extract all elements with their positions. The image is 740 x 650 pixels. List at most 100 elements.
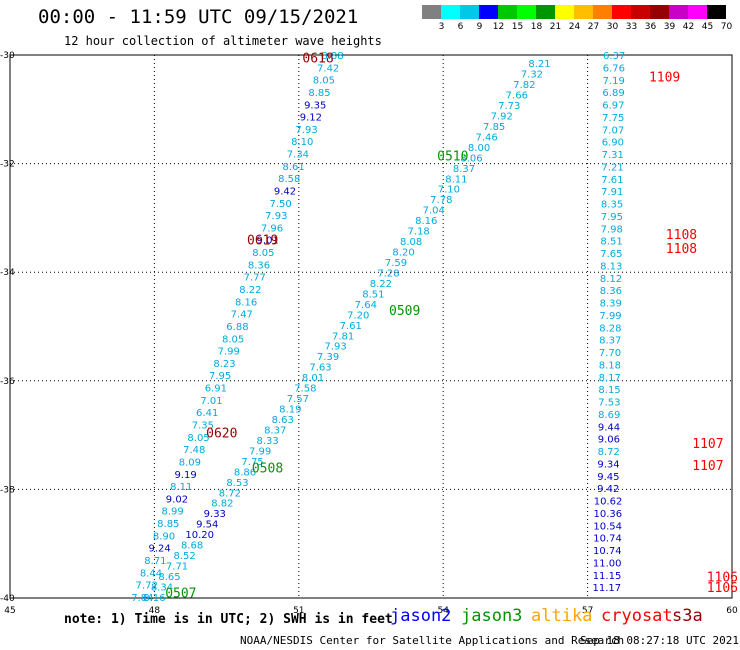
wave-height-label: 9.02 [166, 494, 188, 505]
wave-height-label: 8.58 [278, 174, 300, 185]
legend-entry-jason3: jason3 [461, 606, 523, 626]
wave-height-label: 8.68 [181, 541, 203, 552]
wave-height-label: 8.06 [460, 153, 482, 164]
wave-height-label: 10.36 [594, 509, 623, 520]
wave-height-label: 7.10 [438, 185, 460, 196]
wave-height-label: 8.51 [600, 237, 622, 248]
y-tick-label: -40 [0, 594, 15, 604]
wave-height-label: 8.90 [153, 531, 175, 542]
wave-height-label: 8.37 [264, 425, 286, 436]
wave-height-label: 8.18 [599, 360, 621, 371]
wave-height-label: 8.39 [600, 299, 622, 310]
wave-height-label: 7.53 [598, 398, 620, 409]
wave-height-label: 8.85 [308, 88, 330, 99]
colorbar-label: 45 [701, 22, 714, 32]
wave-height-label: 9.42 [597, 484, 619, 495]
wave-height-label: 10.74 [593, 546, 622, 557]
wave-height-label: 8.44 [140, 568, 162, 579]
wave-height-label: 7.50 [270, 199, 292, 210]
wave-height-label: 8.53 [226, 478, 248, 489]
pass-time-label: 1107 [692, 437, 723, 452]
plot-frame [9, 54, 733, 599]
colorbar-label: 12 [492, 22, 505, 32]
wave-height-label: 7.32 [521, 70, 543, 81]
wave-height-label: 8.36 [600, 286, 622, 297]
grid-layer [10, 55, 732, 598]
time-label-layer: 0618 0619 0620 0510 0509 0508 0507 1109 11081108… [165, 52, 738, 602]
colorbar-cell [422, 5, 441, 19]
footer-timestamp: Sep 18 08:27:18 UTC 2021 [580, 634, 739, 647]
wave-height-label: 7.01 [200, 396, 222, 407]
wave-height-label: 8.10 [291, 137, 313, 148]
wave-height-label: 8.13 [600, 261, 622, 272]
wave-height-label: 7.61 [340, 321, 362, 332]
chart-title: 00:00 - 11:59 UTC 09/15/2021 [38, 6, 359, 28]
wave-height-label: 7.07 [602, 125, 624, 136]
wave-height-label: 7.96 [261, 223, 283, 234]
wave-height-label: 7.70 [599, 348, 621, 359]
wave-height-label: 9.44 [598, 422, 620, 433]
wave-height-label: 8.37 [453, 164, 475, 175]
wave-height-label: 7.81 [332, 331, 354, 342]
wave-height-label: 8.12 [600, 274, 622, 285]
wave-height-label: 7.73 [498, 101, 520, 112]
wave-height-label: 6.37 [603, 51, 625, 62]
pass-time-label: 1107 [692, 459, 723, 474]
colorbar-label: 27 [587, 22, 600, 32]
wave-height-label: 7.71 [166, 562, 188, 573]
wave-height-label: 6.90 [602, 138, 624, 149]
footer-credit: NOAA/NESDIS Center for Satellite Applica… [240, 634, 625, 647]
x-tick-label: 45 [4, 606, 15, 616]
wave-height-label: 8.00 [468, 143, 490, 154]
legend-entry-altika: altika [531, 606, 593, 626]
wave-height-label: 6.91 [205, 384, 227, 395]
colorbar-cell [517, 5, 536, 19]
wave-height-label: 7.75 [602, 113, 624, 124]
wave-height-label: 7.19 [603, 76, 625, 87]
colorbar-label: 33 [625, 22, 638, 32]
colorbar-cell [650, 5, 669, 19]
x-tick-label: 48 [149, 606, 161, 616]
wave-height-label: 7.04 [423, 206, 445, 217]
x-tick-label: 57 [582, 606, 593, 616]
wave-height-label: 8.05 [252, 248, 274, 259]
wave-height-label: 7.91 [601, 187, 623, 198]
wave-height-label: 11.17 [593, 583, 622, 594]
wave-height-label: 7.42 [317, 63, 339, 74]
wave-height-label: 7.93 [265, 211, 287, 222]
wave-height-label: 8.16 [235, 297, 257, 308]
wave-height-label: 8.86 [234, 467, 256, 478]
y-tick-label: -30 [0, 51, 15, 61]
wave-height-label: 7.63 [309, 363, 331, 374]
colorbar-label: 70 [720, 22, 733, 32]
wave-height-label: 8.17 [599, 373, 621, 384]
pass-time-label: 0620 [206, 426, 237, 441]
wave-height-label: 8.65 [158, 572, 180, 583]
wave-height-label: 7.95 [209, 371, 231, 382]
wave-height-label: 8.37 [599, 336, 621, 347]
colorbar-cell [669, 5, 688, 19]
wave-height-label: 7.35 [192, 420, 214, 431]
wave-height-label: 8.20 [392, 248, 414, 259]
colorbar-label: 42 [682, 22, 695, 32]
wave-height-label: 9.33 [204, 509, 226, 520]
wave-height-label: 8.11 [170, 482, 192, 493]
wave-height-label: 9.01 [257, 236, 279, 247]
pass-time-label: 1106 [707, 581, 738, 596]
wave-height-label: 7.39 [317, 352, 339, 363]
wave-height-label: 8.88 [321, 51, 343, 62]
colorbar-label: 6 [457, 22, 464, 32]
wave-height-label: 8.22 [370, 279, 392, 290]
wave-height-label: 9.06 [598, 435, 620, 446]
colorbar-cell [574, 5, 593, 19]
wave-height-label: 8.05 [313, 76, 335, 87]
wave-height-label: 8.34 [151, 582, 173, 593]
wave-height-label: 8.05 [222, 334, 244, 345]
wave-height-label: 8.11 [445, 174, 467, 185]
y-tick-label: -38 [0, 485, 15, 495]
wave-height-label: 8.09 [179, 457, 201, 468]
wave-height-label: 8.36 [248, 260, 270, 271]
wave-height-label: 7.99 [599, 311, 621, 322]
pass-time-label: 1106 [707, 570, 738, 585]
colorbar-label: 18 [530, 22, 543, 32]
